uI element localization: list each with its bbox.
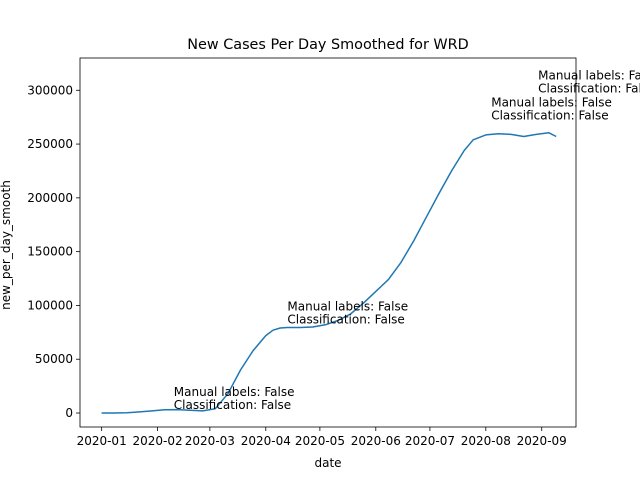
- annotation-text: Manual labels: False: [491, 95, 612, 109]
- annotation-text: Manual labels: False: [174, 385, 295, 399]
- y-tick-label: 200000: [27, 191, 73, 205]
- x-tick-label: 2020-05: [295, 434, 345, 448]
- y-tick-label: 0: [65, 406, 73, 420]
- x-tick-label: 2020-07: [405, 434, 455, 448]
- x-tick-label: 2020-08: [461, 434, 511, 448]
- annotation-text: Manual labels: False: [287, 300, 408, 314]
- annotation-text: Classification: False: [538, 81, 640, 95]
- y-tick-label: 150000: [27, 245, 73, 259]
- x-tick-label: 2020-04: [241, 434, 291, 448]
- y-tick-label: 100000: [27, 298, 73, 312]
- x-tick-label: 2020-01: [77, 434, 127, 448]
- y-tick-label: 300000: [27, 83, 73, 97]
- x-tick-label: 2020-02: [132, 434, 182, 448]
- x-axis-label: date: [314, 456, 341, 470]
- y-axis-label: new_per_day_smooth: [0, 180, 13, 310]
- x-tick-label: 2020-09: [517, 434, 567, 448]
- x-tick-label: 2020-06: [351, 434, 401, 448]
- annotation-text: Manual labels: False: [538, 68, 640, 82]
- chart-title: New Cases Per Day Smoothed for WRD: [187, 37, 469, 53]
- annotation-text: Classification: False: [287, 313, 404, 327]
- annotation-text: Classification: False: [174, 398, 291, 412]
- y-tick-label: 50000: [35, 352, 73, 366]
- annotation-text: Classification: False: [491, 108, 608, 122]
- y-tick-label: 250000: [27, 137, 73, 151]
- x-tick-label: 2020-03: [185, 434, 235, 448]
- plot-area: 2020-01 2020-02 2020-03 2020-04 2020-05 2020-…: [27, 57, 640, 448]
- axes-frame: [79, 57, 577, 428]
- series-line-0: [101, 132, 557, 414]
